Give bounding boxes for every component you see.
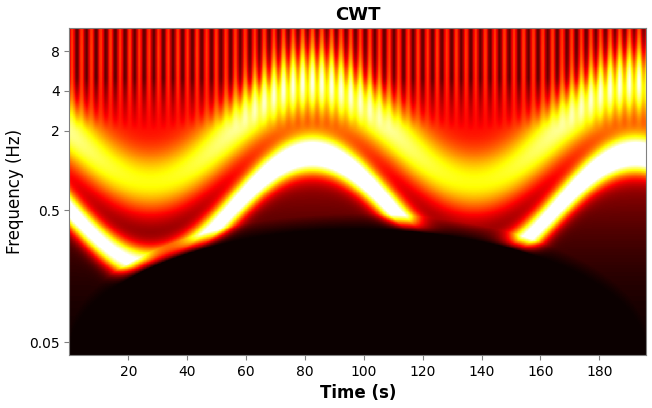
Y-axis label: Frequency (Hz): Frequency (Hz) <box>6 129 23 254</box>
X-axis label: Time (s): Time (s) <box>319 384 396 402</box>
Title: CWT: CWT <box>335 6 381 24</box>
